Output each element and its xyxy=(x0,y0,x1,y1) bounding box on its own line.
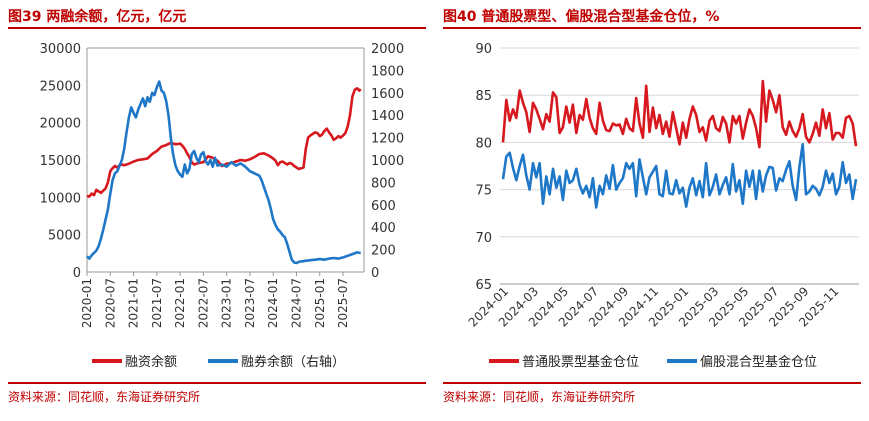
left-source-rule xyxy=(8,382,426,384)
left-x-tick-label: 2024-07 xyxy=(289,278,303,328)
right-axis-tick-label: 800 xyxy=(371,176,396,191)
left-x-tick-label: 2020-07 xyxy=(103,278,117,328)
left-y-tick-label: 15000 xyxy=(40,154,81,169)
right-axis-tick-label: 600 xyxy=(371,199,396,214)
left-x-tick-label: 2023-01 xyxy=(220,278,234,328)
right-axis-tick-label: 1600 xyxy=(371,87,404,102)
left-x-tick-label: 2021-07 xyxy=(150,278,164,328)
right-figure-title: 图40 普通股票型、偏股混合型基金仓位，% xyxy=(443,9,720,25)
left-y-tick-label: 20000 xyxy=(40,117,81,132)
left-y-tick-label: 30000 xyxy=(40,42,81,57)
left-x-tick-label: 2020-01 xyxy=(80,278,94,328)
right-title-rule xyxy=(443,27,861,29)
right-legend-label-stock-funds: 普通股票型基金仓位 xyxy=(522,354,639,370)
left-figure-title: 图39 两融余额，亿元，亿元 xyxy=(8,9,187,25)
right-legend-label-mixed-funds: 偏股混合型基金仓位 xyxy=(700,354,817,370)
right-source-rule xyxy=(443,382,861,384)
right-axis-tick-label: 200 xyxy=(371,244,396,259)
right-legend: 普通股票型基金仓位 偏股混合型基金仓位 xyxy=(489,354,817,370)
left-x-tick-label: 2025-07 xyxy=(336,278,350,328)
right-y-tick-label: 70 xyxy=(475,231,492,246)
left-chart: 0 5000 10000 15000 20000 25000 30000 0 200 400 60… xyxy=(40,42,404,370)
right-y-tick-label: 65 xyxy=(475,278,492,293)
mixed-fund-position-line xyxy=(501,143,858,209)
right-source-note: 资料来源：同花顺，东海证券研究所 xyxy=(443,390,636,404)
right-axis-tick-label: 0 xyxy=(371,266,379,281)
securities-lending-line xyxy=(86,80,361,265)
right-axis-tick-label: 2000 xyxy=(371,42,404,57)
margin-financing-line xyxy=(86,86,362,198)
right-axis-tick-label: 1800 xyxy=(371,64,404,79)
left-legend-label-securities-lending: 融券余额（右轴） xyxy=(241,354,345,370)
right-axis-tick-label: 1000 xyxy=(371,154,404,169)
left-x-tick-label: 2024-01 xyxy=(266,278,280,328)
right-axis-tick-label: 400 xyxy=(371,221,396,236)
left-title-rule xyxy=(8,27,426,29)
left-x-tick-label: 2021-01 xyxy=(127,278,141,328)
right-y-tick-label: 85 xyxy=(475,89,492,104)
stock-fund-position-line xyxy=(501,79,858,149)
right-y-tick-label: 90 xyxy=(475,42,492,57)
left-x-tick-label: 2022-07 xyxy=(196,278,210,328)
left-source-note: 资料来源：同花顺，东海证券研究所 xyxy=(8,390,201,404)
left-y-tick-label: 10000 xyxy=(40,191,81,206)
right-axis-tick-label: 1400 xyxy=(371,109,404,124)
left-y-tick-label: 25000 xyxy=(40,79,81,94)
left-x-tick-label: 2022-01 xyxy=(173,278,187,328)
right-y-tick-label: 80 xyxy=(475,136,492,151)
left-y-tick-label: 0 xyxy=(73,266,81,281)
right-y-tick-label: 75 xyxy=(475,184,492,199)
left-legend-label-margin-financing: 融资余额 xyxy=(125,354,177,370)
left-legend: 融资余额 融券余额（右轴） xyxy=(92,354,345,370)
right-axis-tick-label: 1200 xyxy=(371,132,404,147)
left-y-tick-label: 5000 xyxy=(48,229,81,244)
left-x-tick-label: 2023-07 xyxy=(243,278,257,328)
left-x-tick-label: 2025-01 xyxy=(313,278,327,328)
